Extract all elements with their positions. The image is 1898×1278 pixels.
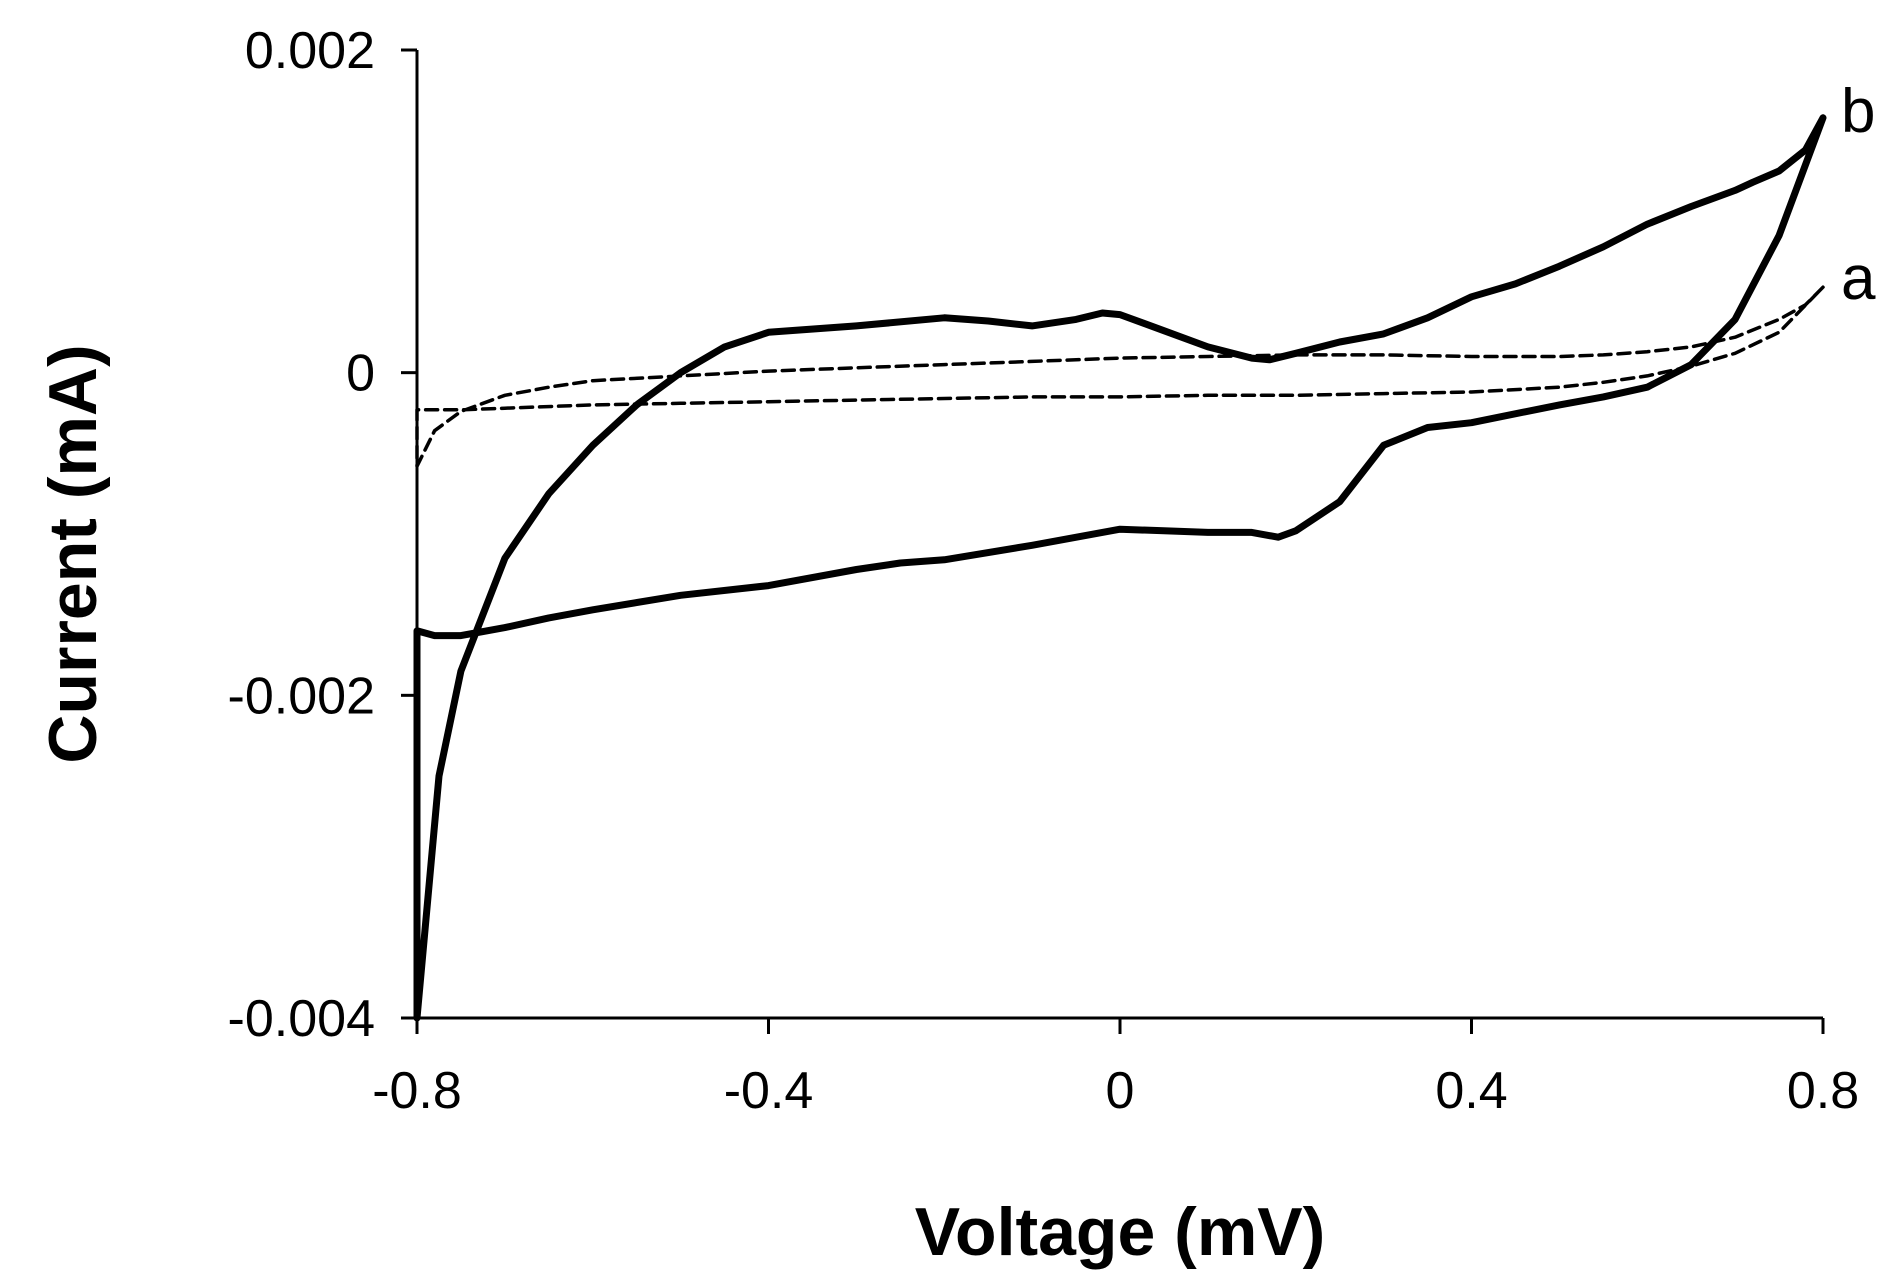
y-tick-label: -0.002 xyxy=(228,667,375,725)
series-b-line xyxy=(413,114,1827,1022)
x-tick-label: 0 xyxy=(1106,1062,1135,1120)
series-a-line xyxy=(415,285,1825,468)
y-tick-label: 0 xyxy=(346,345,375,403)
ticks: -0.004 -0.002 0 0.002 -0.8 -0.4 0 0.4 0.8 xyxy=(228,22,1860,1120)
series-a-label: a xyxy=(1841,244,1876,313)
x-axis-title: Voltage (mV) xyxy=(915,1194,1326,1270)
x-tick-label: -0.8 xyxy=(372,1062,462,1120)
y-tick-label: -0.004 xyxy=(228,990,375,1048)
y-axis-title: Current (mA) xyxy=(35,344,111,763)
series xyxy=(413,114,1827,1022)
axes xyxy=(415,50,1823,1020)
x-tick-label: 0.8 xyxy=(1787,1062,1859,1120)
x-tick-label: -0.4 xyxy=(724,1062,814,1120)
series-b-label: b xyxy=(1841,77,1875,146)
y-tick-label: 0.002 xyxy=(245,22,375,80)
labels: ab xyxy=(1841,77,1876,313)
x-tick-label: 0.4 xyxy=(1435,1062,1507,1120)
